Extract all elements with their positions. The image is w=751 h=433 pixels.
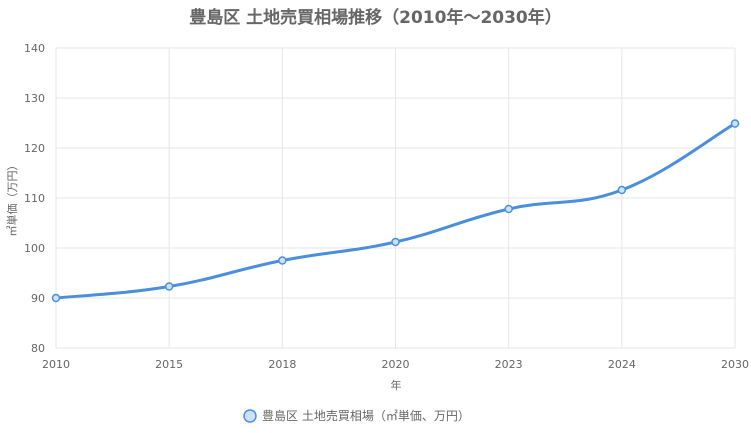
y-tick-label: 90 — [31, 292, 45, 305]
x-tick-label: 2020 — [382, 358, 410, 371]
x-tick-label: 2023 — [495, 358, 523, 371]
x-tick-label: 2010 — [42, 358, 70, 371]
data-point[interactable] — [730, 119, 740, 128]
y-tick-label: 80 — [31, 342, 45, 355]
x-tick-label: 2030 — [721, 358, 749, 371]
x-tick-label: 2024 — [608, 358, 636, 371]
y-tick-label: 120 — [24, 142, 45, 155]
data-point[interactable] — [164, 282, 174, 291]
legend[interactable]: 豊島区 土地売買相場（㎡単価、万円） — [243, 408, 470, 423]
grid-layer — [55, 47, 736, 349]
legend-marker — [243, 409, 257, 423]
x-tick-label: 2015 — [155, 358, 183, 371]
y-tick-label: 130 — [24, 92, 45, 105]
x-tick-label: 2018 — [268, 358, 296, 371]
data-point[interactable] — [504, 204, 513, 214]
y-tick-label: 110 — [24, 192, 45, 205]
y-tick-label: 100 — [24, 242, 45, 255]
legend-label: 豊島区 土地売買相場（㎡単価、万円） — [262, 408, 470, 423]
data-point[interactable] — [278, 256, 287, 265]
x-axis-ticks: 2010 2015 2018 2020 2023 2024 2030 — [42, 358, 749, 371]
data-point[interactable] — [391, 237, 400, 247]
y-axis-ticks: 80 90 100 110 120 130 140 — [24, 42, 45, 355]
data-point[interactable] — [51, 293, 61, 303]
data-point[interactable] — [617, 185, 627, 195]
chart-title: 豊島区 土地売買相場推移（2010年〜2030年） — [189, 7, 562, 28]
y-axis-label: ㎡単価（万円） — [5, 160, 19, 237]
series-layer — [51, 119, 740, 303]
y-tick-label: 140 — [24, 42, 45, 55]
x-axis-label: 年 — [391, 378, 402, 392]
